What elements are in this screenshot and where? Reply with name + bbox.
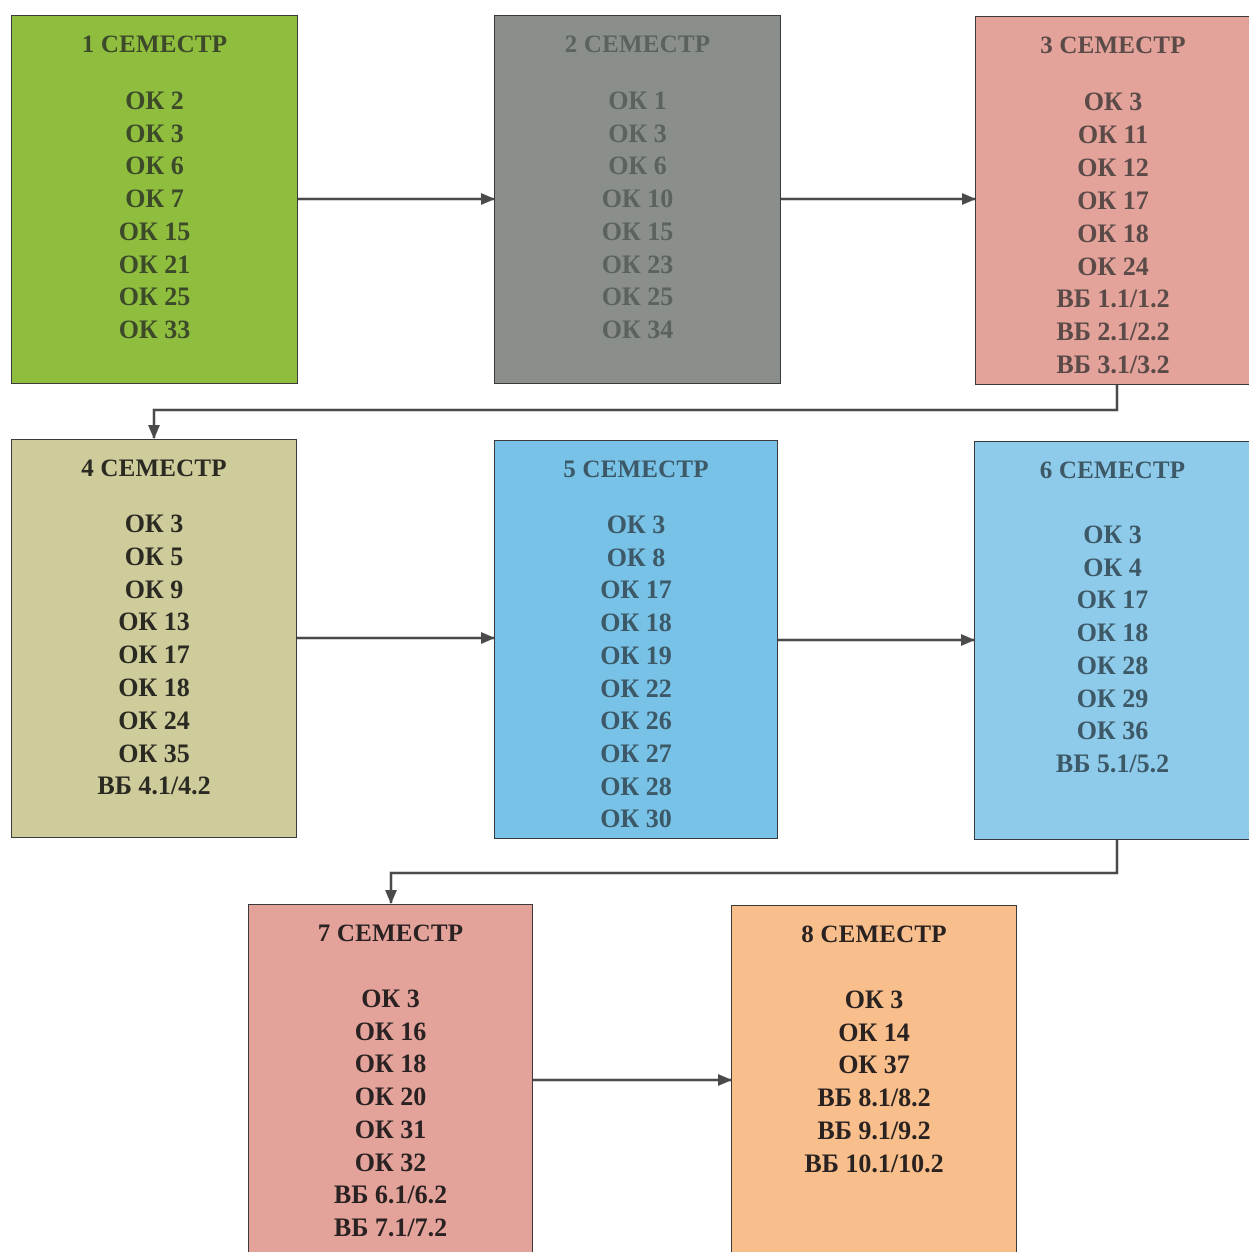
course-item: ОК 6 bbox=[608, 151, 667, 181]
course-item: ОК 24 bbox=[118, 705, 190, 735]
course-item: ОК 12 bbox=[1077, 152, 1149, 182]
course-item: ОК 25 bbox=[601, 282, 674, 312]
course-item: ОК 27 bbox=[600, 738, 672, 768]
course-item: ВБ 3.1/3.2 bbox=[1056, 350, 1170, 380]
course-item: ОК 17 bbox=[600, 575, 672, 605]
course-item: ОК 3 bbox=[844, 985, 904, 1014]
course-item: ОК 29 bbox=[1076, 683, 1149, 713]
course-item: ОК 20 bbox=[354, 1082, 427, 1112]
course-item: ВБ 2.1/2.2 bbox=[1056, 317, 1170, 347]
course-item: ОК 25 bbox=[118, 282, 191, 312]
course-item: ВБ 10.1/10.2 bbox=[804, 1148, 944, 1178]
course-item: ВБ 4.1/4.2 bbox=[97, 771, 211, 801]
course-item: ОК 22 bbox=[600, 673, 672, 703]
semester-5-list: ОК 3 ОК 8 ОК 17 ОК 18 ОК 19 ОК 22 ОК 26 ОК 27 ОК… bbox=[495, 509, 777, 836]
semester-6-list: ОК 3 ОК 4 ОК 17 ОК 18 ОК 28 ОК 29 ОК 36 ВБ 5.1/… bbox=[975, 519, 1249, 781]
course-item: ОК 15 bbox=[601, 216, 674, 246]
semester-2-title: 2 СЕМЕСТР bbox=[564, 31, 711, 58]
semester-4-box: 4 СЕМЕСТР ОК 3 ОК 5 ОК 9 ОК 13 ОК 17 ОК 18 ОК … bbox=[11, 439, 297, 838]
course-item: ОК 28 bbox=[600, 771, 672, 801]
semester-3-title: 3 СЕМЕСТР bbox=[1040, 32, 1186, 59]
arrow-3-to-4 bbox=[148, 385, 1119, 439]
semester-5-title: 5 СЕМЕСТР bbox=[563, 456, 709, 483]
course-item: ОК 18 bbox=[354, 1049, 427, 1079]
course-item: ОК 18 bbox=[1077, 218, 1149, 248]
course-item: ОК 16 bbox=[354, 1016, 427, 1046]
course-item: ОК 3 bbox=[1083, 520, 1142, 549]
course-item: ОК 37 bbox=[838, 1050, 910, 1080]
semester-5-box: 5 СЕМЕСТР ОК 3 ОК 8 ОК 17 ОК 18 ОК 19 ОК 22 ОК… bbox=[494, 440, 778, 839]
course-item: ОК 3 bbox=[1083, 87, 1143, 116]
course-item: ОК 8 bbox=[606, 542, 666, 572]
course-item: ОК 34 bbox=[601, 314, 674, 344]
semester-6-title: 6 СЕМЕСТР bbox=[1039, 457, 1186, 484]
course-item: ОК 3 bbox=[608, 118, 667, 148]
course-item: ВБ 6.1/6.2 bbox=[333, 1180, 448, 1210]
arrow-6-to-7 bbox=[385, 840, 1119, 904]
course-item: ОК 2 bbox=[125, 86, 184, 115]
course-item: ОК 3 bbox=[606, 510, 666, 539]
semester-7-box: 7 СЕМЕСТР ОК 3 ОК 16 ОК 18 ОК 20 ОК 31 ОК 32 В… bbox=[248, 904, 533, 1252]
course-item: ОК 9 bbox=[124, 574, 184, 604]
course-item: ОК 32 bbox=[354, 1147, 427, 1177]
course-item: ОК 23 bbox=[601, 249, 674, 279]
course-item: ОК 14 bbox=[838, 1017, 910, 1047]
course-item: ОК 13 bbox=[118, 607, 190, 637]
course-item: ОК 31 bbox=[354, 1114, 427, 1144]
course-item: ОК 11 bbox=[1077, 119, 1149, 149]
semester-1-title: 1 СЕМЕСТР bbox=[81, 31, 228, 58]
course-item: ОК 17 bbox=[1077, 185, 1149, 215]
course-item: ВБ 5.1/5.2 bbox=[1055, 748, 1170, 778]
course-item: ОК 15 bbox=[118, 216, 191, 246]
course-item: ОК 36 bbox=[1076, 716, 1149, 746]
semester-2-box: 2 СЕМЕСТР ОК 1 ОК 3 ОК 6 ОК 10 ОК 15 ОК 23 ОК … bbox=[494, 15, 781, 384]
course-item: ОК 24 bbox=[1077, 251, 1149, 281]
course-item: ОК 30 bbox=[600, 804, 672, 834]
course-item: ОК 18 bbox=[118, 672, 190, 702]
course-item: ОК 28 bbox=[1076, 650, 1149, 680]
semester-2-list: ОК 1 ОК 3 ОК 6 ОК 10 ОК 15 ОК 23 ОК 25 ОК 34 bbox=[495, 85, 780, 347]
course-item: ВБ 8.1/8.2 bbox=[817, 1083, 931, 1113]
semester-7-list: ОК 3 ОК 16 ОК 18 ОК 20 ОК 31 ОК 32 ВБ 6.1/6.2 В… bbox=[249, 983, 532, 1245]
course-item: ОК 21 bbox=[118, 249, 191, 279]
course-item: ОК 17 bbox=[1076, 585, 1149, 615]
course-item: ОК 19 bbox=[600, 640, 672, 670]
semester-3-list: ОК 3 ОК 11 ОК 12 ОК 17 ОК 18 ОК 24 ВБ 1.1/1.2 В… bbox=[976, 86, 1249, 382]
course-item: ОК 4 bbox=[1083, 552, 1142, 582]
course-item: ВБ 7.1/7.2 bbox=[333, 1212, 448, 1242]
course-item: ОК 1 bbox=[608, 86, 667, 115]
course-item: ВБ 9.1/9.2 bbox=[817, 1115, 931, 1145]
course-item: ОК 18 bbox=[1076, 618, 1149, 648]
course-item: ОК 33 bbox=[118, 314, 191, 344]
semester-4-title: 4 СЕМЕСТР bbox=[81, 455, 227, 482]
semester-1-box: 1 СЕМЕСТР ОК 2 ОК 3 ОК 6 ОК 7 ОК 15 ОК 21 ОК 2… bbox=[11, 15, 298, 384]
course-item: ОК 17 bbox=[118, 640, 190, 670]
semester-1-list: ОК 2 ОК 3 ОК 6 ОК 7 ОК 15 ОК 21 ОК 25 ОК 33 bbox=[12, 85, 297, 347]
semester-3-box: 3 СЕМЕСТР ОК 3 ОК 11 ОК 12 ОК 17 ОК 18 ОК 24 В… bbox=[975, 16, 1249, 385]
course-item: ОК 10 bbox=[601, 184, 674, 214]
semester-6-box: 6 СЕМЕСТР ОК 3 ОК 4 ОК 17 ОК 18 ОК 28 ОК 29 ОК… bbox=[974, 441, 1249, 840]
course-item: ОК 5 bbox=[124, 541, 184, 571]
semester-8-title: 8 СЕМЕСТР bbox=[801, 921, 947, 948]
semester-7-title: 7 СЕМЕСТР bbox=[317, 920, 464, 947]
semester-8-list: ОК 3 ОК 14 ОК 37 ВБ 8.1/8.2 ВБ 9.1/9.2 ВБ 10.… bbox=[732, 984, 1016, 1180]
course-item: ОК 35 bbox=[118, 738, 190, 768]
course-item: ОК 26 bbox=[600, 706, 672, 736]
course-item: ОК 18 bbox=[600, 608, 672, 638]
semester-4-list: ОК 3 ОК 5 ОК 9 ОК 13 ОК 17 ОК 18 ОК 24 ОК 35 ВБ … bbox=[12, 508, 296, 803]
course-item: ВБ 1.1/1.2 bbox=[1056, 284, 1170, 314]
course-item: ОК 3 bbox=[125, 118, 184, 148]
course-item: ОК 6 bbox=[125, 151, 184, 181]
course-item: ОК 3 bbox=[361, 984, 420, 1013]
course-item: ОК 3 bbox=[124, 509, 184, 538]
semester-8-box: 8 СЕМЕСТР ОК 3 ОК 14 ОК 37 ВБ 8.1/8.2 ВБ 9.1… bbox=[731, 905, 1017, 1252]
course-item: ОК 7 bbox=[125, 184, 184, 214]
